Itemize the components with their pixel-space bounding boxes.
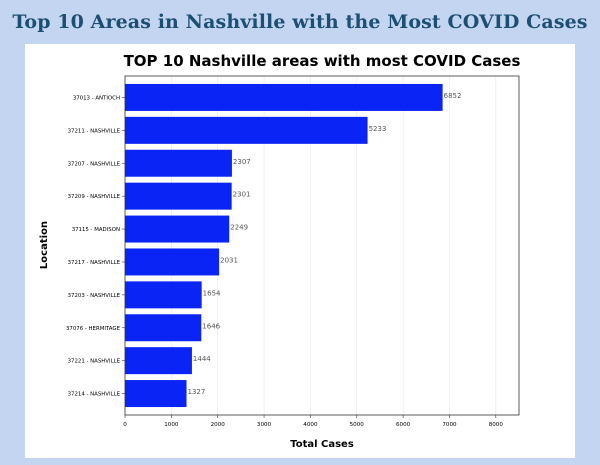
value-label: 5233 (369, 125, 387, 133)
bar (125, 149, 232, 177)
bar (125, 182, 232, 210)
page-header: Top 10 Areas in Nashville with the Most … (0, 0, 600, 44)
value-label: 1654 (203, 289, 221, 297)
category-label: 37211 - NASHVILLE (68, 128, 121, 134)
value-label: 2301 (233, 191, 251, 199)
x-tick-labels: 0 1000 2000 3000 4000 5000 6000 7000 8000 (123, 415, 503, 428)
category-label: 37076 - HERMITAGE (66, 326, 121, 332)
bars (125, 83, 443, 408)
category-labels: 37013 - ANTIOCH 37211 - NASHVILLE 37207 - … (66, 95, 125, 398)
x-tick-label: 2000 (211, 422, 226, 428)
x-tick-label: 4000 (303, 422, 318, 428)
bar (125, 281, 202, 309)
category-label: 37115 - MADISON (72, 227, 120, 233)
value-label: 2307 (233, 158, 251, 166)
bar (125, 347, 192, 375)
x-tick-label: 7000 (442, 422, 457, 428)
value-label: 2249 (230, 224, 248, 232)
x-tick-label: 6000 (396, 422, 411, 428)
value-label: 1444 (193, 355, 211, 363)
bar (125, 116, 368, 144)
value-label: 1646 (202, 322, 220, 330)
value-labels: 6852 5233 2307 2301 2249 2031 1654 1646 1444 1327 (188, 92, 462, 396)
x-tick-label: 8000 (489, 422, 504, 428)
bar-chart: TOP 10 Nashville areas with most COVID C… (39, 52, 521, 450)
value-label: 2031 (220, 256, 238, 264)
category-label: 37221 - NASHVILLE (68, 359, 121, 365)
x-axis-title: Total Cases (290, 439, 354, 450)
category-label: 37207 - NASHVILLE (68, 161, 121, 167)
x-tick-label: 5000 (350, 422, 365, 428)
category-label: 37013 - ANTIOCH (73, 95, 120, 101)
chart-card: TOP 10 Nashville areas with most COVID C… (25, 44, 575, 458)
bar (125, 380, 187, 408)
page-title: Top 10 Areas in Nashville with the Most … (12, 11, 588, 33)
value-label: 6852 (444, 92, 462, 100)
plot-frame (124, 75, 520, 416)
x-tick-label: 1000 (164, 422, 179, 428)
category-label: 37203 - NASHVILLE (68, 293, 121, 299)
category-label: 37214 - NASHVILLE (68, 392, 121, 398)
category-label: 37209 - NASHVILLE (68, 194, 121, 200)
bar (125, 83, 443, 111)
category-label: 37217 - NASHVILLE (68, 260, 121, 266)
y-axis-title: Location (39, 221, 50, 269)
x-tick-label: 3000 (257, 422, 272, 428)
bar (125, 314, 202, 342)
bar (125, 248, 220, 276)
bar (125, 215, 230, 243)
chart-title: TOP 10 Nashville areas with most COVID C… (124, 52, 521, 70)
x-tick-label: 0 (123, 422, 127, 428)
value-label: 1327 (188, 388, 206, 396)
